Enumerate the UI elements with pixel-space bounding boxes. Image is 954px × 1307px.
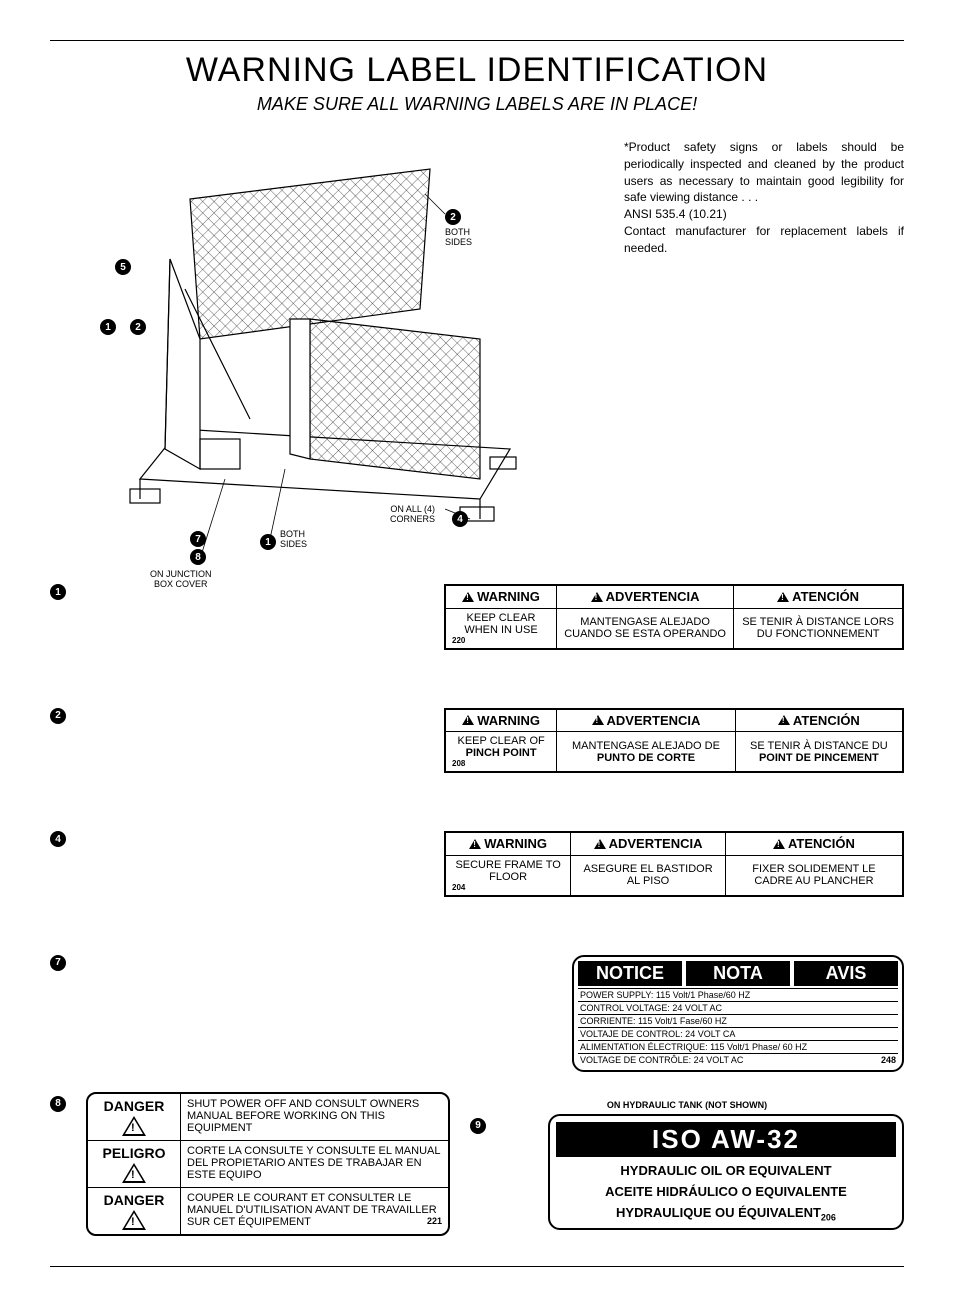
- tank-note: ON HYDRAULIC TANK (NOT SHOWN): [470, 1100, 904, 1110]
- safety-note: *Product safety signs or labels should b…: [624, 139, 904, 564]
- warning-icon: [773, 839, 785, 849]
- danger-icon: [122, 1116, 146, 1136]
- equipment-svg: [50, 139, 530, 559]
- danger-icon: [122, 1163, 146, 1183]
- notice-box: NOTICE NOTA AVIS POWER SUPPLY: 115 Volt/…: [572, 955, 904, 1072]
- danger-num: 8: [50, 1096, 66, 1112]
- callout-8: 8: [190, 549, 206, 565]
- warning-icon: [469, 839, 481, 849]
- warning-icon: [462, 592, 474, 602]
- page-title: WARNING LABEL IDENTIFICATION: [50, 51, 904, 90]
- callout-7: 7: [190, 531, 206, 547]
- warning-table-1: WARNING ADVERTENCIA ATENCIÓN KEEP CLEAR …: [444, 584, 904, 650]
- iso-num: 9: [470, 1118, 486, 1134]
- danger-icon: [122, 1210, 146, 1230]
- danger-box: DANGER SHUT POWER OFF AND CONSULT OWNERS…: [86, 1092, 450, 1236]
- warning-icon: [591, 592, 603, 602]
- safety-note-p1: *Product safety signs or labels should b…: [624, 139, 904, 206]
- equipment-diagram: 1 2 5 2 BOTH SIDES 4 ON ALL (4) CORNERS …: [50, 139, 604, 564]
- notice-num: 7: [50, 955, 66, 971]
- warning-icon: [777, 592, 789, 602]
- warning-icon: [778, 715, 790, 725]
- subtitle: MAKE SURE ALL WARNING LABELS ARE IN PLAC…: [50, 94, 904, 115]
- warning-table-4: WARNING ADVERTENCIA ATENCIÓN SECURE FRAM…: [444, 831, 904, 897]
- warn1-num: 1: [50, 584, 66, 600]
- callout-1b: 1: [260, 534, 276, 550]
- safety-note-p2: ANSI 535.4 (10.21): [624, 206, 904, 223]
- callout-1a: 1: [100, 319, 116, 335]
- callout-2a: 2: [130, 319, 146, 335]
- callout-2b: 2: [445, 209, 461, 225]
- iso-box: ISO AW-32 HYDRAULIC OIL OR EQUIVALENT AC…: [548, 1114, 904, 1231]
- callout-4: 4: [452, 511, 468, 527]
- warn2-num: 2: [50, 708, 66, 724]
- safety-note-p3: Contact manufacturer for replacement lab…: [624, 223, 904, 257]
- warning-icon: [594, 839, 606, 849]
- warning-icon: [592, 715, 604, 725]
- label-both-sides-b: BOTH SIDES: [280, 529, 307, 549]
- callout-5: 5: [115, 259, 131, 275]
- warning-icon: [462, 715, 474, 725]
- warning-table-2: WARNING ADVERTENCIA ATENCIÓN KEEP CLEAR …: [444, 708, 904, 774]
- label-junction: ON JUNCTION BOX COVER: [150, 569, 212, 589]
- label-all-corners: ON ALL (4) CORNERS: [390, 504, 435, 524]
- warn4-num: 4: [50, 831, 66, 847]
- label-both-sides-a: BOTH SIDES: [445, 227, 472, 247]
